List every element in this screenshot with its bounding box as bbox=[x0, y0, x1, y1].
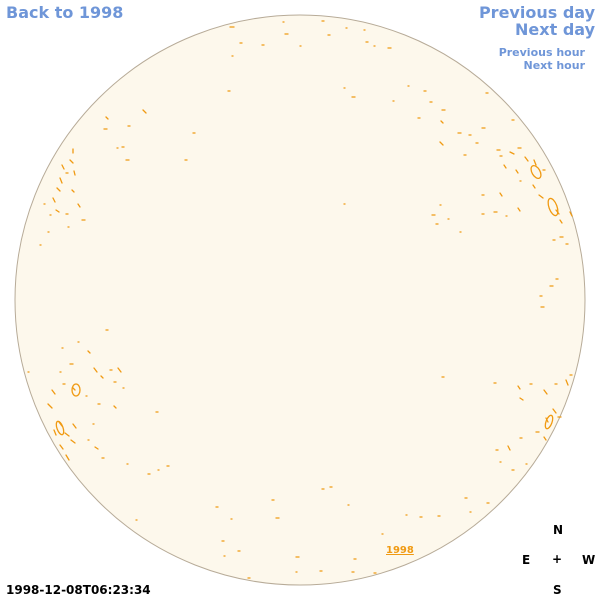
compass-south-label: S bbox=[553, 583, 562, 597]
observation-timestamp: 1998-12-08T06:23:34 bbox=[6, 583, 151, 597]
next-hour-link[interactable]: Next hour bbox=[523, 59, 586, 72]
contour-ellipse bbox=[544, 414, 554, 430]
contour-ellipse bbox=[71, 383, 81, 397]
previous-day-link[interactable]: Previous day bbox=[478, 3, 595, 22]
compass-west-label: W bbox=[582, 553, 596, 567]
contour-mark bbox=[343, 203, 442, 206]
previous-hour-link[interactable]: Previous hour bbox=[498, 46, 585, 59]
contour-mark bbox=[135, 486, 490, 579]
year-link[interactable]: 1998 bbox=[386, 545, 414, 556]
contour-mark bbox=[27, 329, 170, 475]
contour-mark bbox=[39, 116, 131, 246]
back-to-year-link[interactable]: Back to 1998 bbox=[6, 3, 124, 22]
magnetic-contours bbox=[27, 20, 573, 579]
contour-mark bbox=[343, 87, 521, 233]
contour-mark bbox=[142, 90, 231, 161]
contour-ellipse bbox=[530, 164, 542, 180]
compass-center-marker: + bbox=[552, 552, 563, 566]
contour-ellipse bbox=[547, 197, 559, 217]
contour-ellipse bbox=[55, 420, 65, 436]
contour-mark bbox=[441, 374, 573, 471]
compass-east-label: E bbox=[522, 553, 531, 567]
next-day-link[interactable]: Next day bbox=[515, 20, 595, 39]
solar-disc bbox=[14, 14, 586, 586]
compass-north-label: N bbox=[553, 523, 564, 537]
contour-mark bbox=[229, 20, 392, 57]
contour-mark bbox=[407, 85, 573, 308]
